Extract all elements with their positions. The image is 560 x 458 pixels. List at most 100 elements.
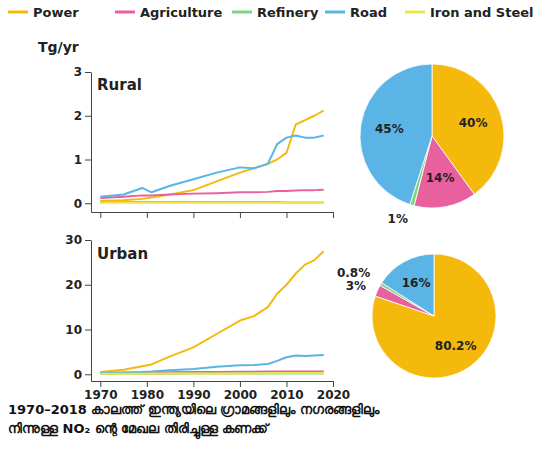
data-label: 3% [346, 279, 366, 293]
tick-mark [85, 72, 91, 73]
y-axis: 0 1 2 3 [74, 65, 92, 212]
tick-mark [85, 160, 91, 161]
tick [286, 212, 287, 218]
legend-label: Road [350, 5, 387, 20]
tick-mark [333, 212, 334, 218]
tick-label: 1990 [177, 388, 210, 402]
legend-label: Agriculture [140, 5, 223, 20]
data-label: 45% [375, 122, 404, 136]
legend-swatch [8, 11, 28, 14]
tick [240, 212, 241, 218]
tick: 1 [74, 153, 91, 167]
plot-area [100, 251, 323, 374]
x-axis: 1970 1980 1990 2000 2010 2020 [84, 381, 350, 402]
tick: 1980 [131, 381, 164, 402]
tick: 2010 [270, 381, 303, 402]
tick-mark [85, 240, 91, 241]
tick: 2000 [224, 381, 257, 402]
chart-canvas: 0123RuralTg/yrPowerAgricultureRefineryRo… [0, 0, 560, 458]
tick: 2 [74, 109, 91, 123]
line-power [100, 251, 323, 372]
legend-swatch [405, 11, 425, 14]
tick: 30 [65, 233, 91, 247]
tick-mark [85, 374, 91, 375]
legend-swatch [232, 11, 252, 14]
tick: 20 [65, 278, 91, 292]
tick-label: 1970 [84, 388, 117, 402]
tick: 1970 [84, 381, 117, 402]
tick-label: 2010 [270, 388, 303, 402]
tick: 0 [74, 197, 91, 211]
tick: 2020 [317, 381, 350, 402]
tick-mark [193, 381, 194, 387]
tick-mark [286, 381, 287, 387]
tick-mark [147, 381, 148, 387]
tick: 1990 [177, 381, 210, 402]
tick [100, 212, 101, 218]
tick-label: 2 [74, 109, 82, 123]
tick [333, 212, 334, 218]
tick-label: 2020 [317, 388, 350, 402]
axis-line [91, 241, 92, 382]
tick-mark [85, 285, 91, 286]
tick-mark [240, 381, 241, 387]
tick-label: 2000 [224, 388, 257, 402]
caption: 1970–2018 കാലത്ത് ഇന്ത്യയിലെ ഗ്രാമങ്ങളില… [8, 402, 380, 418]
line-road [100, 135, 323, 196]
tick-mark [85, 330, 91, 331]
data-label: 1% [388, 212, 408, 226]
legend-label: Power [33, 5, 79, 20]
caption: നിന്നുള്ള NO₂ ന്റെ മേഖല തിരിച്ചുള്ള കണക്… [8, 421, 270, 440]
tick [147, 212, 148, 218]
pie-slice [382, 254, 434, 316]
data-label: 40% [459, 116, 488, 130]
tick-label: 0 [74, 368, 82, 382]
data-label: 0.8% [337, 266, 370, 280]
legend-swatch [115, 11, 135, 14]
y-axis: 0 10 20 30 [65, 233, 91, 381]
tick-label: 20 [65, 278, 82, 292]
tick-label: 10 [65, 323, 82, 337]
chart-title: Rural [97, 76, 142, 94]
legend-label: Iron and Steel [430, 5, 534, 20]
tick-mark [147, 212, 148, 218]
tick-label: 3 [74, 65, 82, 79]
axis-line [92, 381, 334, 382]
pie: 80.2% 3%0.8% 16% [337, 254, 496, 378]
tick-label: 1980 [131, 388, 164, 402]
tick-mark [85, 116, 91, 117]
axis-line [92, 212, 334, 213]
tick: 10 [65, 323, 91, 337]
tick-mark [333, 381, 334, 387]
line-iron-and-steel [100, 202, 323, 204]
x-axis [92, 212, 334, 218]
y-axis-label: Tg/yr [38, 39, 79, 55]
tick: 0 [74, 368, 91, 382]
tick-label: 30 [65, 233, 82, 247]
plot-area [100, 111, 323, 203]
line-road [100, 355, 323, 373]
line-iron-and-steel [100, 372, 323, 375]
data-label: 14% [426, 171, 455, 185]
chart-title: Urban [97, 245, 148, 263]
pie-slice [372, 254, 496, 378]
pie-slice [360, 64, 432, 204]
data-label: 16% [402, 276, 431, 290]
data-label: 80.2% [435, 339, 477, 353]
tick-mark [85, 203, 91, 204]
legend: PowerAgricultureRefineryRoadIron and Ste… [8, 5, 534, 20]
axis-line [91, 73, 92, 213]
pie: 40% 14% 1% 45% [360, 64, 504, 226]
tick [193, 212, 194, 218]
line-refinery [100, 201, 323, 203]
tick-label: 1 [74, 153, 82, 167]
tick-mark [193, 212, 194, 218]
tick-mark [100, 212, 101, 218]
line-power [100, 111, 323, 202]
tick-mark [240, 212, 241, 218]
tick-mark [286, 212, 287, 218]
legend-swatch [325, 11, 345, 14]
tick-mark [100, 381, 101, 387]
tick-label: 0 [74, 197, 82, 211]
tick: 3 [74, 65, 91, 79]
